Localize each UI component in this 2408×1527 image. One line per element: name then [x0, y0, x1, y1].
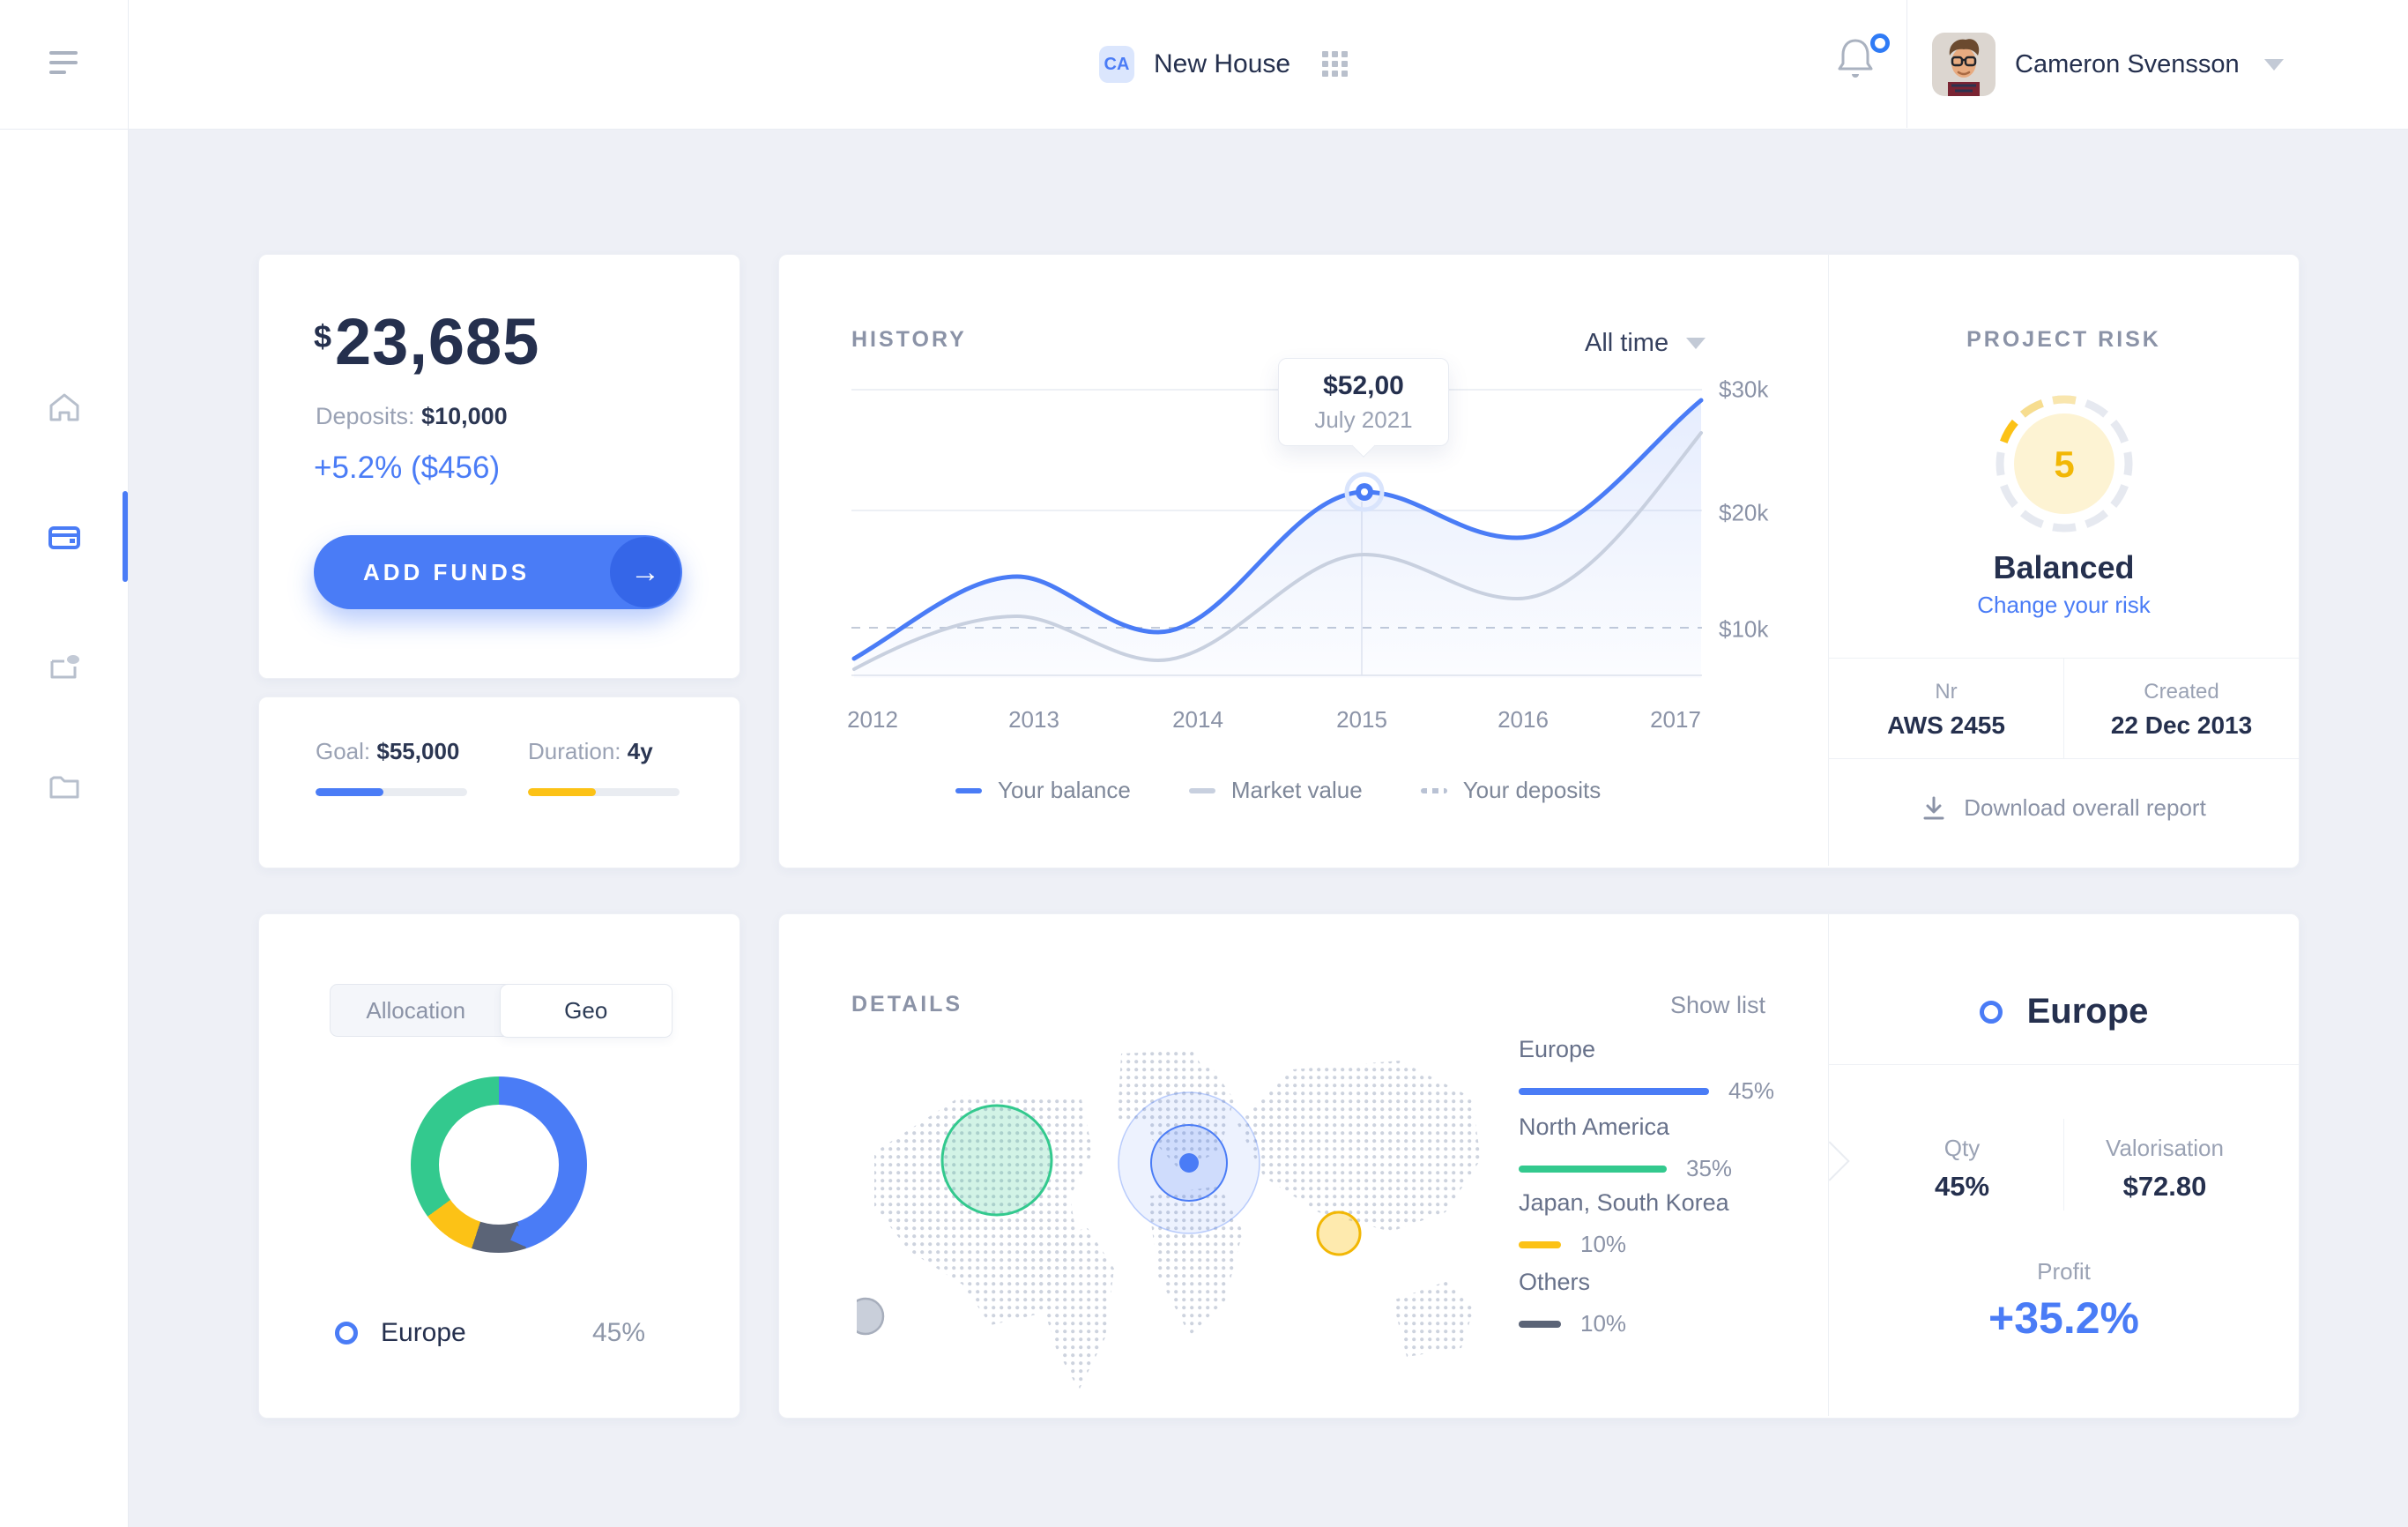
user-name: Cameron Svensson — [2015, 49, 2240, 78]
x-axis-tick: 2012 — [847, 706, 898, 733]
duration-progress — [528, 788, 680, 796]
top-bar: CA New House — [0, 0, 2408, 130]
risk-nr-cell: Nr AWS 2455 — [1887, 680, 2005, 739]
deposits-swatch — [1420, 787, 1447, 793]
tab-allocation[interactable]: Allocation — [366, 996, 466, 1024]
risk-created-cell: Created 22 Dec 2013 — [2063, 659, 2299, 758]
sidebar-item-wallet[interactable] — [47, 519, 82, 555]
project-name: New House — [1154, 49, 1291, 78]
region-row: Europe 45% — [1519, 1036, 1774, 1104]
x-axis-tick: 2014 — [1172, 706, 1223, 733]
goal-progress — [316, 788, 467, 796]
region-bar — [1519, 1165, 1667, 1173]
sidebar-item-folder[interactable] — [47, 769, 82, 804]
donut-legend-item: Europe 45% — [335, 1318, 645, 1348]
history-card: HISTORY All time — [778, 254, 2300, 868]
balance-change: +5.2% ($456) — [314, 451, 501, 485]
balance-swatch — [955, 787, 982, 793]
valorisation-stat: Valorisation $72.80 — [2106, 1135, 2224, 1202]
north-america-marker — [940, 1104, 1053, 1217]
y-axis-tick: $10k — [1719, 615, 1769, 643]
sidebar — [0, 129, 129, 1527]
goal-card: Goal: $55,000 Duration: 4y — [258, 696, 740, 868]
duration-block: Duration: 4y — [528, 738, 680, 796]
geo-donut-chart — [411, 1076, 587, 1253]
x-axis-tick: 2017 — [1650, 706, 1701, 733]
details-card: DETAILS Show list — [778, 913, 2300, 1419]
time-range-dropdown[interactable]: All time — [1585, 329, 1706, 358]
risk-gauge: 5 — [1996, 395, 2133, 533]
sidebar-item-home[interactable] — [47, 390, 82, 425]
download-icon — [1923, 796, 1944, 819]
chevron-down-icon — [1686, 338, 1706, 349]
europe-dot-icon — [335, 1322, 358, 1345]
x-axis-tick: 2015 — [1336, 706, 1387, 733]
risk-level: Balanced — [1993, 549, 2135, 585]
add-funds-button[interactable]: ADD FUNDS → — [314, 535, 682, 609]
history-line-chart — [851, 389, 1704, 678]
user-menu[interactable]: Cameron Svensson — [1932, 0, 2284, 129]
world-map — [857, 1050, 1481, 1390]
qty-stat: Qty 45% — [1934, 1135, 1990, 1202]
download-report-button[interactable]: Download overall report — [1829, 794, 2299, 822]
avatar — [1932, 33, 1996, 96]
tooltip-value: $52,00 — [1323, 371, 1404, 400]
region-bar — [1519, 1240, 1561, 1248]
selected-region-panel: Europe Qty 45% Valorisation $72.80 Profi… — [1828, 914, 2299, 1416]
map-zoom-handle — [857, 1297, 885, 1336]
region-row: Others 10% — [1519, 1269, 1627, 1337]
history-title: HISTORY — [851, 327, 967, 352]
notification-badge — [1870, 34, 1890, 53]
currency-symbol: $ — [314, 318, 332, 354]
goal-block: Goal: $55,000 — [316, 738, 467, 796]
allocation-tabs: Allocation Geo — [330, 983, 673, 1038]
market-value-line — [852, 431, 1703, 671]
divider — [1906, 0, 1907, 128]
region-bar — [1519, 1087, 1709, 1095]
divider — [128, 0, 129, 129]
bell-icon — [1838, 39, 1873, 78]
change-risk-link[interactable]: Change your risk — [1977, 592, 2151, 618]
balance-line — [851, 398, 1704, 661]
region-row: North America 35% — [1519, 1114, 1733, 1181]
europe-marker — [1118, 1091, 1260, 1234]
y-axis-tick: $20k — [1719, 499, 1769, 526]
profit-stat: Profit +35.2% — [1988, 1258, 2139, 1343]
show-list-link[interactable]: Show list — [1669, 992, 1765, 1018]
allocation-card: Allocation Geo Europe 45% — [258, 913, 740, 1419]
asia-marker — [1316, 1210, 1362, 1256]
sidebar-item-reports[interactable] — [47, 649, 82, 684]
notifications-button[interactable] — [1835, 34, 1891, 95]
project-risk-panel: PROJECT RISK 5 Balanced Change your risk… — [1828, 255, 2299, 866]
apps-grid-icon[interactable] — [1322, 51, 1349, 78]
data-point-marker — [1344, 472, 1385, 512]
balance-amount: $ 23,685 — [314, 305, 540, 378]
balance-card: $ 23,685 Deposits: $10,000 +5.2% ($456) … — [258, 254, 740, 679]
details-title: DETAILS — [851, 992, 963, 1017]
region-row: Japan, South Korea 10% — [1519, 1189, 1729, 1257]
menu-icon[interactable] — [49, 51, 79, 80]
project-badge: CA — [1099, 46, 1134, 83]
tab-geo[interactable]: Geo — [500, 983, 673, 1038]
risk-title: PROJECT RISK — [1966, 327, 2161, 352]
project-switcher[interactable]: CA New House — [1099, 0, 1349, 129]
tooltip-date: July 2021 — [1314, 406, 1413, 433]
selected-region-title: Europe — [1829, 992, 2299, 1032]
chart-legend: Your balance Market value Your deposits — [955, 777, 1601, 804]
risk-score: 5 — [2054, 443, 2074, 485]
x-axis-tick: 2016 — [1498, 706, 1549, 733]
chart-tooltip: $52,00 July 2021 — [1278, 358, 1449, 446]
chevron-down-icon — [2263, 58, 2284, 71]
deposits-line: Deposits: $10,000 — [316, 403, 508, 429]
region-bar — [1519, 1320, 1561, 1328]
active-indicator — [123, 491, 128, 582]
market-swatch — [1188, 787, 1215, 793]
x-axis-tick: 2013 — [1008, 706, 1059, 733]
arrow-right-icon: → — [610, 537, 680, 607]
europe-dot-icon — [1979, 1000, 2003, 1024]
y-axis-tick: $30k — [1719, 376, 1769, 403]
